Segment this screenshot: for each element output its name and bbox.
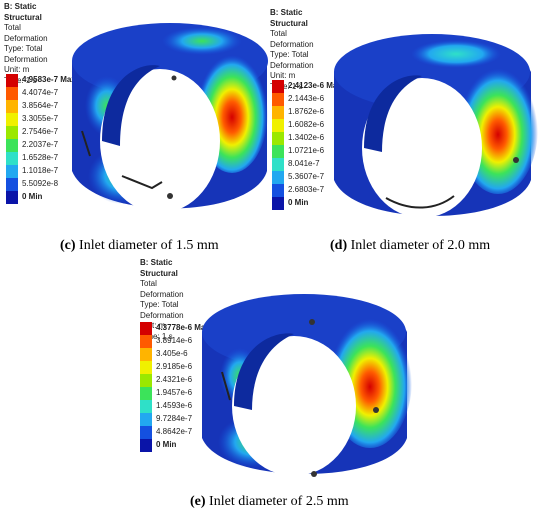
legend-label: 2.4123e-6 Max — [288, 81, 342, 90]
legend-swatch — [140, 400, 152, 413]
header-type: Type: Total Deformation — [270, 50, 314, 70]
caption-d: (d) Inlet diameter of 2.0 mm — [330, 238, 491, 253]
legend-swatch — [140, 335, 152, 348]
legend-label: 4.3778e-6 Max — [156, 323, 210, 332]
header-unit: Unit: m — [270, 71, 296, 80]
legend-label: 3.8914e-6 — [156, 336, 193, 345]
legend-label: 5.3607e-7 — [288, 172, 325, 181]
legend-label: 1.4593e-6 — [156, 401, 193, 410]
legend-swatch — [140, 361, 152, 374]
legend-label: 1.6082e-6 — [288, 120, 325, 129]
legend-label: 1.0721e-6 — [288, 146, 325, 155]
header-e: B: Static Structural Total Deformation T… — [140, 258, 184, 342]
legend-swatch — [140, 322, 152, 335]
legend-label: 1.6528e-7 — [22, 153, 59, 162]
legend-label: 2.6803e-7 — [288, 185, 325, 194]
legend-label: 5.5092e-8 — [22, 179, 59, 188]
header-title: B: Static Structural — [4, 2, 42, 22]
legend-swatch — [140, 387, 152, 400]
header-time: Time: 1 s — [4, 75, 37, 85]
header-time: Time: 1 s — [270, 81, 303, 91]
legend-swatch — [272, 184, 284, 197]
legend-swatch — [6, 178, 18, 191]
legend-swatch — [6, 126, 18, 139]
legend-label: 3.3055e-7 — [22, 114, 59, 123]
legend-label: 3.405e-6 — [156, 349, 188, 358]
legend-label: 0 Min — [156, 440, 177, 449]
header-result: Total Deformation — [270, 29, 314, 49]
legend-swatch — [272, 197, 284, 210]
header-title: B: Static Structural — [140, 258, 178, 278]
legend-label: 9.7284e-7 — [156, 414, 193, 423]
legend-swatch — [272, 145, 284, 158]
legend-swatch — [272, 158, 284, 171]
ring-model-c — [72, 23, 268, 213]
legend-label: 2.1443e-6 — [288, 94, 325, 103]
legend-swatch — [6, 74, 18, 87]
legend-swatch — [6, 152, 18, 165]
legend-swatch — [272, 171, 284, 184]
legend-swatch — [140, 413, 152, 426]
legend-label: 8.041e-7 — [288, 159, 320, 168]
legend-label: 0 Min — [22, 192, 43, 201]
header-unit: Unit: m — [140, 321, 166, 330]
legend-swatch — [272, 119, 284, 132]
caption-e: (e) Inlet diameter of 2.5 mm — [190, 494, 349, 509]
legend-label: 4.4074e-7 — [22, 88, 59, 97]
legend-swatch — [140, 426, 152, 439]
legend-swatch — [140, 374, 152, 387]
legend-label: 1.8762e-6 — [288, 107, 325, 116]
ring-model-e — [202, 294, 412, 477]
header-unit: Unit: m — [4, 65, 30, 74]
legend-label: 4.8642e-7 — [156, 427, 193, 436]
header-result: Total Deformation — [140, 279, 184, 299]
legend-swatch — [6, 87, 18, 100]
header-title: B: Static Structural — [270, 8, 308, 28]
caption-c: (c) Inlet diameter of 1.5 mm — [60, 238, 219, 253]
legend-label: 1.3402e-6 — [288, 133, 325, 142]
legend-swatch — [272, 80, 284, 93]
legend-swatch — [140, 348, 152, 361]
header-time: Time: 1 s — [140, 331, 173, 341]
header-c: B: Static Structural Total Deformation T… — [4, 2, 48, 86]
legend-swatch — [6, 139, 18, 152]
legend-swatch — [6, 165, 18, 178]
ring-model-d — [334, 34, 538, 218]
legend-label: 1.1018e-7 — [22, 166, 59, 175]
legend-label: 2.9185e-6 — [156, 362, 193, 371]
header-type: Type: Total Deformation — [4, 44, 48, 64]
legend-label: 3.8564e-7 — [22, 101, 59, 110]
legend-swatch — [140, 439, 152, 452]
legend-label: 0 Min — [288, 198, 309, 207]
legend-swatch — [272, 93, 284, 106]
header-result: Total Deformation — [4, 23, 48, 43]
legend-label: 1.9457e-6 — [156, 388, 193, 397]
header-d: B: Static Structural Total Deformation T… — [270, 8, 314, 92]
legend-swatch — [272, 106, 284, 119]
legend-label: 4.9583e-7 Max — [22, 75, 76, 84]
legend-swatch — [6, 113, 18, 126]
header-type: Type: Total Deformation — [140, 300, 184, 320]
legend-swatch — [6, 100, 18, 113]
legend-label: 2.2037e-7 — [22, 140, 59, 149]
legend-label: 2.7546e-7 — [22, 127, 59, 136]
legend-swatch — [6, 191, 18, 204]
legend-label: 2.4321e-6 — [156, 375, 193, 384]
legend-swatch — [272, 132, 284, 145]
